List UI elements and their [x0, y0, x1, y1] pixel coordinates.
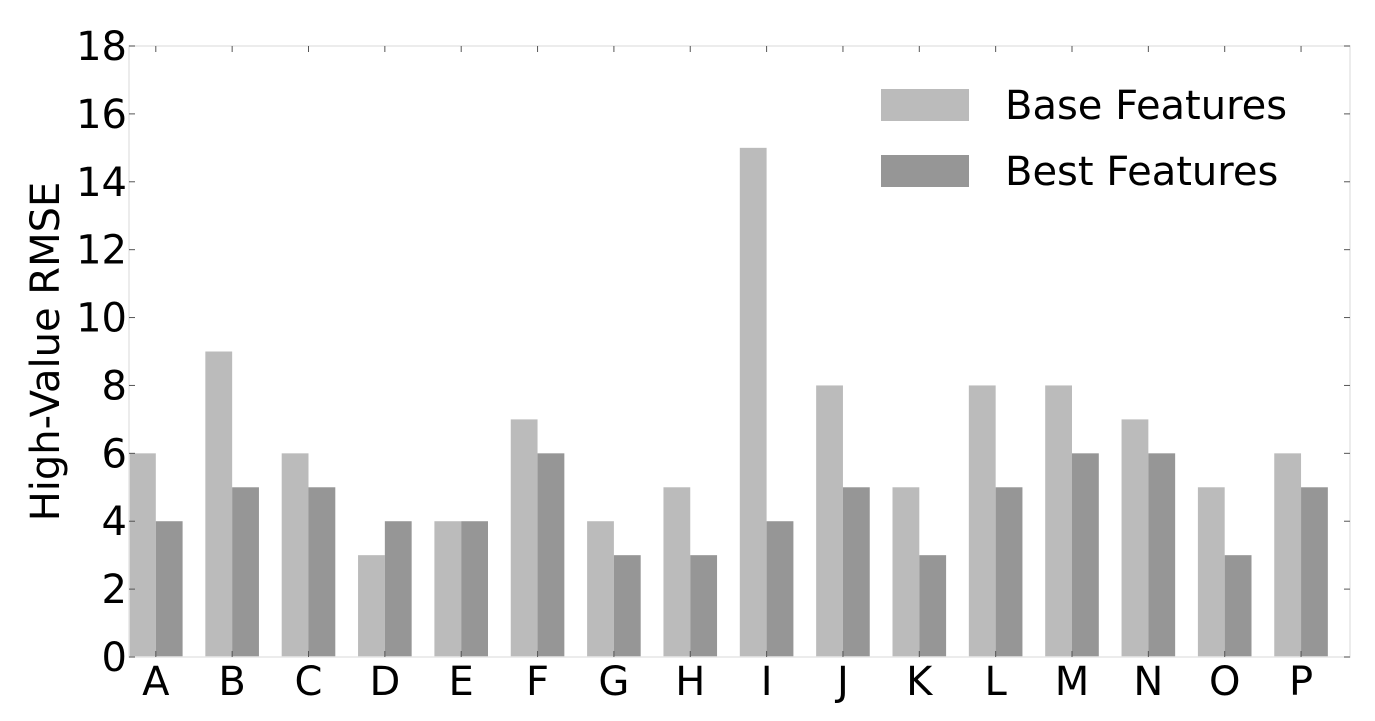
bar-best-L [995, 487, 1023, 657]
x-tick-label-H: H [675, 659, 705, 705]
x-tick-label-D: D [369, 659, 400, 705]
x-tick-label-G: G [598, 659, 629, 705]
bar-base-O [1197, 487, 1225, 657]
y-tick-label: 8 [102, 363, 127, 409]
x-tick-label-C: C [295, 659, 323, 705]
bar-base-I [739, 147, 767, 657]
legend-swatch-base [881, 89, 969, 121]
legend-label-base: Base Features [1005, 83, 1287, 129]
bar-base-B [205, 351, 233, 657]
bar-best-F [537, 453, 565, 657]
bar-best-K [919, 555, 947, 657]
bar-best-O [1224, 555, 1252, 657]
y-tick-label: 0 [102, 635, 127, 681]
bar-best-P [1301, 487, 1328, 657]
bar-best-N [1148, 453, 1176, 657]
bar-best-J [842, 487, 870, 657]
bar-base-D [358, 555, 385, 657]
legend-label-best: Best Features [1005, 149, 1278, 195]
x-tick-label-A: A [142, 659, 170, 705]
bar-best-C [308, 487, 336, 657]
x-tick-label-K: K [906, 659, 934, 705]
x-tick-label-I: I [761, 659, 773, 705]
axis-ticks: 0 2 4 6 8 10 12 14 16 18 A B C D E F G H I J K L M N O P [76, 24, 1350, 705]
bar-base-P [1274, 453, 1302, 657]
bar-best-A [155, 521, 183, 657]
x-tick-label-F: F [526, 659, 549, 705]
bar-best-G [613, 555, 641, 657]
x-tick-label-E: E [449, 659, 474, 705]
bar-base-H [663, 487, 691, 657]
bar-base-E [434, 521, 462, 657]
y-tick-label: 6 [102, 431, 127, 477]
y-tick-label: 16 [76, 92, 127, 138]
plot-frame [128, 45, 1351, 658]
y-tick-label: 12 [76, 228, 127, 274]
bar-base-F [510, 419, 538, 657]
bar-best-E [461, 521, 488, 657]
legend-swatch-best [881, 155, 969, 187]
bar-base-A [129, 453, 156, 657]
bar-base-G [587, 521, 614, 657]
y-tick-label: 14 [76, 160, 127, 206]
bar-best-D [384, 521, 412, 657]
y-tick-label: 4 [102, 499, 127, 545]
bar-base-J [816, 385, 843, 657]
y-tick-label: 18 [76, 24, 127, 70]
bar-base-M [1045, 385, 1072, 657]
x-tick-label-L: L [985, 659, 1008, 705]
bar-base-K [892, 487, 920, 657]
y-tick-label: 10 [76, 296, 127, 342]
y-axis-title: High-Value RMSE [23, 182, 69, 522]
x-tick-label-O: O [1209, 659, 1240, 705]
x-tick-label-J: J [834, 659, 849, 705]
x-tick-label-M: M [1055, 659, 1090, 705]
legend: Base Features Best Features [881, 83, 1287, 195]
bar-base-L [968, 385, 996, 657]
bar-best-I [766, 521, 794, 657]
bar-best-B [232, 487, 259, 657]
x-tick-label-N: N [1133, 659, 1163, 705]
x-tick-label-P: P [1289, 659, 1313, 705]
x-tick-label-B: B [218, 659, 245, 705]
bar-best-M [1072, 453, 1099, 657]
plot-area [129, 147, 1328, 657]
bar-best-H [690, 555, 718, 657]
bar-base-N [1121, 419, 1149, 657]
y-tick-label: 2 [102, 567, 127, 613]
bar-base-C [281, 453, 309, 657]
